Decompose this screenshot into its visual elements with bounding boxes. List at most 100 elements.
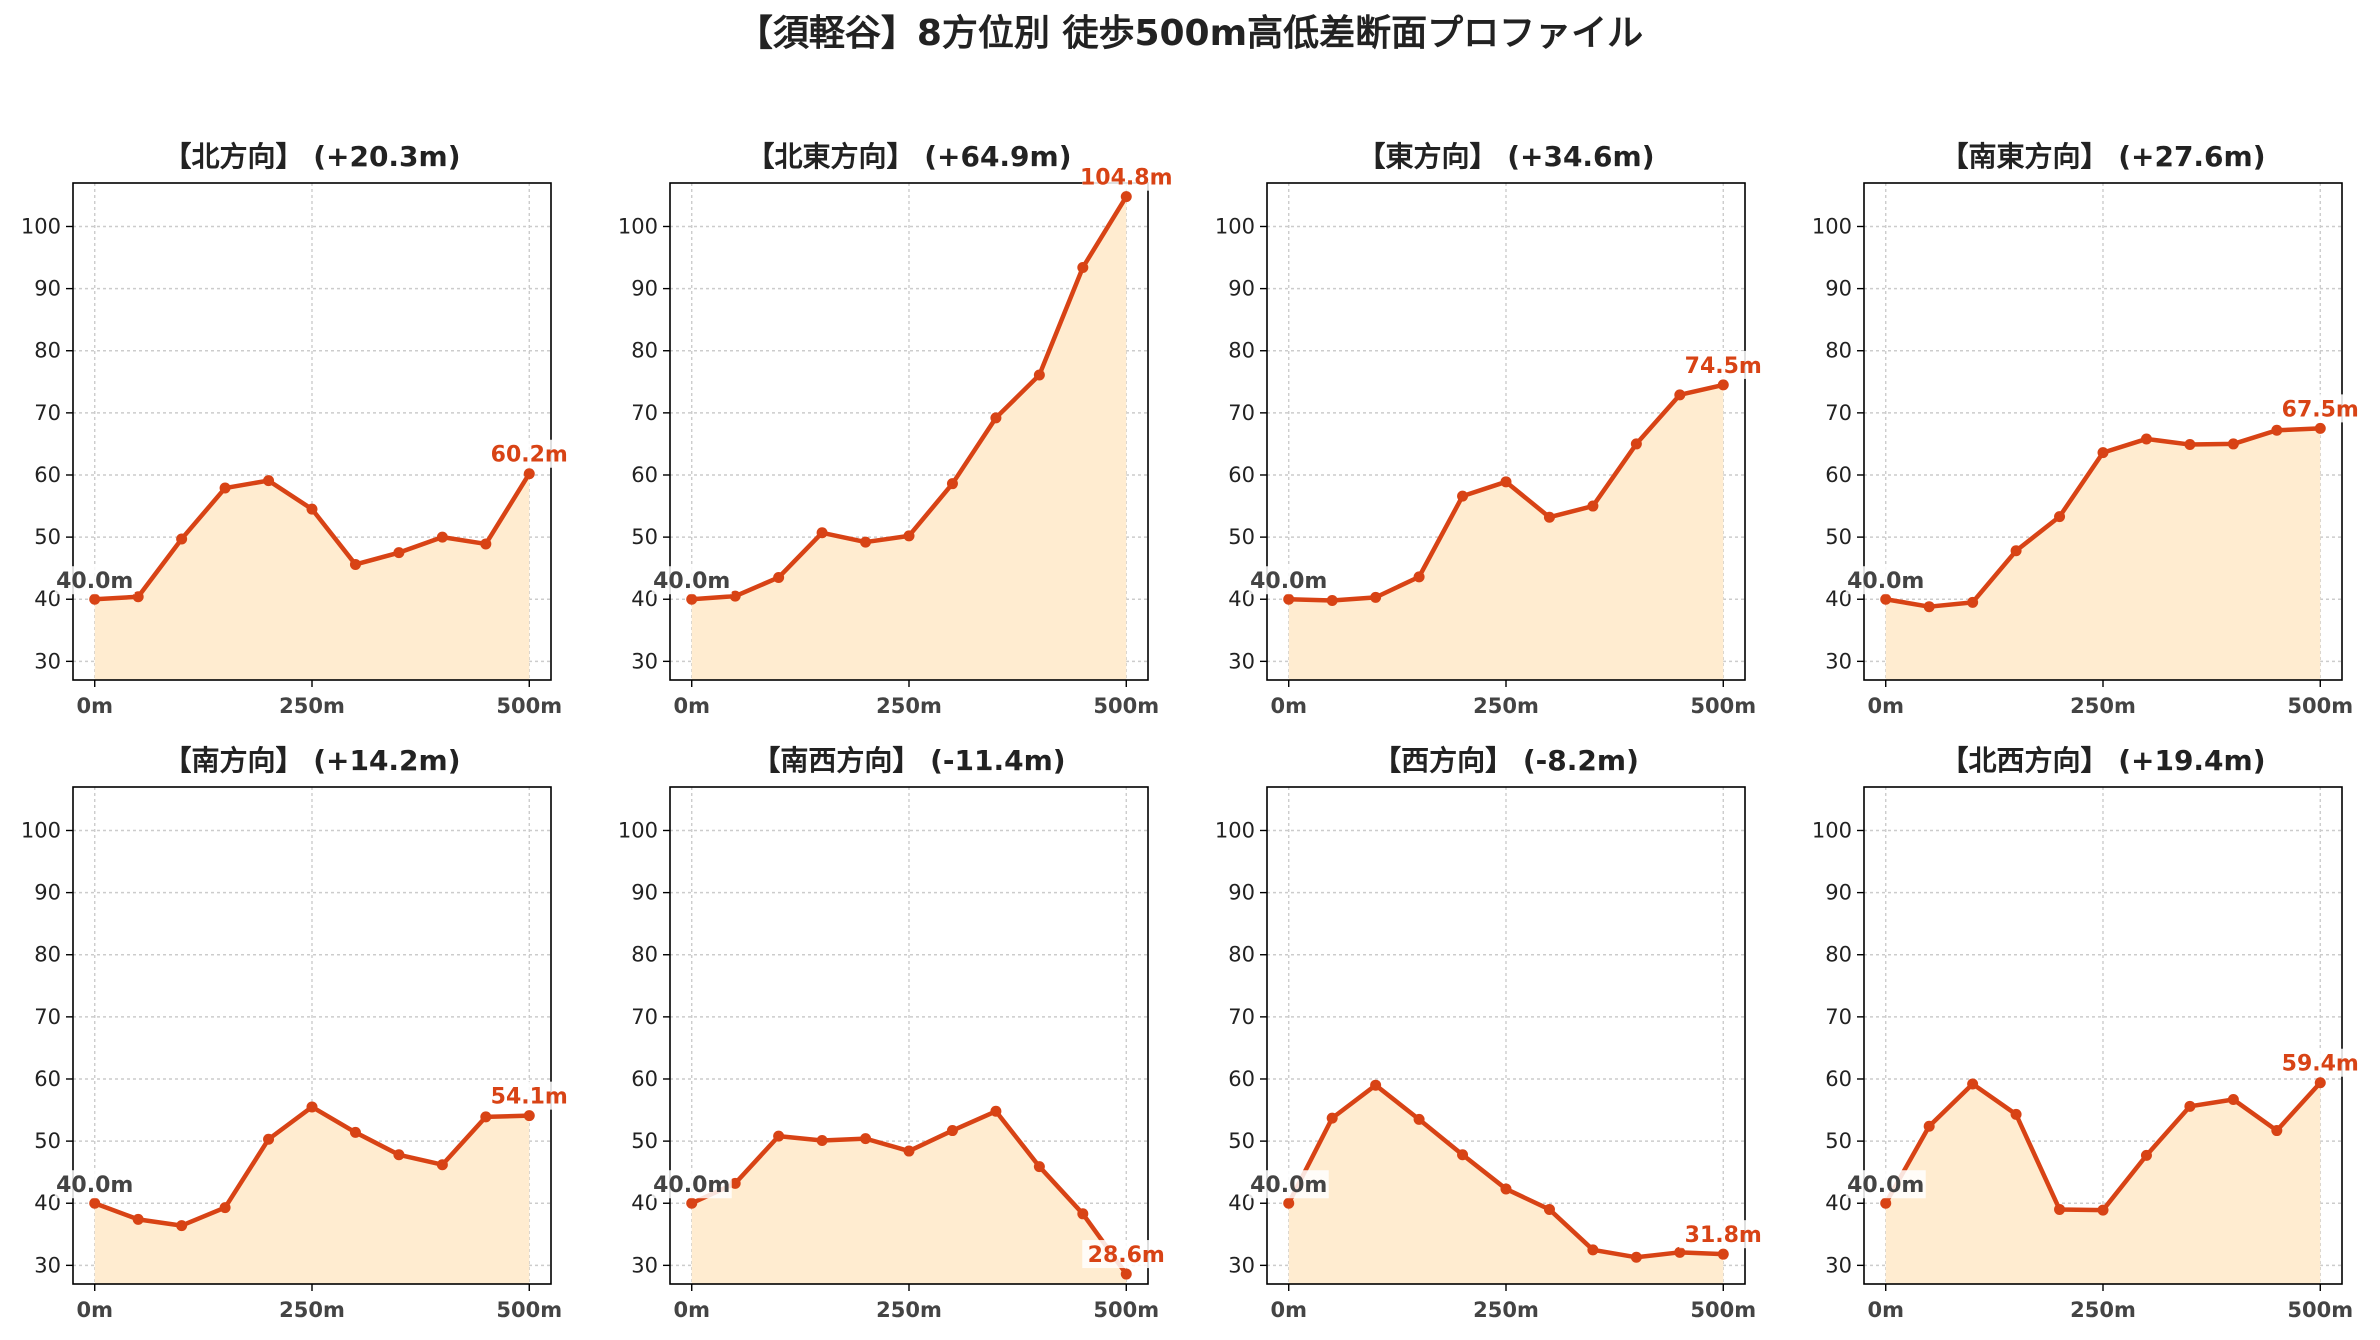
x-tick-label: 0m: [1270, 694, 1307, 718]
elevation-point: [1674, 389, 1686, 401]
panel-title: 【南西方向】 (-11.4m): [752, 744, 1065, 777]
figure-title: 【須軽谷】8方位別 徒歩500m高低差断面プロファイル: [737, 13, 1643, 54]
elevation-area: [94, 473, 530, 680]
y-tick-label: 30: [1228, 1253, 1255, 1277]
elevation-point: [773, 571, 785, 583]
y-tick-label: 100: [1215, 818, 1255, 842]
x-tick-label: 500m: [1690, 1298, 1756, 1322]
end-elevation-label: 31.8m: [1685, 1223, 1762, 1248]
elevation-point: [2271, 424, 2283, 436]
y-tick-label: 80: [631, 943, 658, 967]
start-elevation-label: 40.0m: [653, 1173, 730, 1198]
end-label-bg: [1679, 350, 1768, 379]
y-tick-label: 70: [1228, 1005, 1255, 1029]
end-elevation-label: 67.5m: [2282, 397, 2359, 422]
y-tick-label: 30: [34, 1253, 61, 1277]
y-tick-label: 90: [1228, 881, 1255, 905]
start-elevation-label: 40.0m: [1250, 569, 1327, 594]
y-tick-label: 70: [1825, 401, 1852, 425]
start-label-bg: [1248, 1170, 1329, 1199]
elevation-point: [89, 593, 101, 605]
start-label-bg: [54, 566, 135, 595]
elevation-point: [903, 1145, 915, 1157]
start-elevation-label: 40.0m: [56, 1173, 133, 1198]
panel-title: 【南東方向】 (+27.6m): [1940, 140, 2265, 173]
y-tick-label: 90: [1825, 277, 1852, 301]
x-tick-label: 250m: [279, 694, 345, 718]
elevation-point: [2010, 545, 2022, 557]
elevation-point: [1413, 1113, 1425, 1125]
elevation-point: [1500, 476, 1512, 488]
elevation-point: [89, 1197, 101, 1209]
y-tick-label: 100: [1812, 214, 1852, 238]
y-tick-label: 90: [1825, 881, 1852, 905]
x-tick-label: 500m: [2287, 1298, 2353, 1322]
y-tick-label: 50: [631, 525, 658, 549]
x-tick-label: 0m: [673, 694, 710, 718]
elevation-point: [2271, 1125, 2283, 1137]
y-tick-label: 70: [1228, 401, 1255, 425]
elevation-point: [1717, 1248, 1729, 1260]
elevation-point: [2140, 433, 2152, 445]
elevation-area: [691, 1111, 1127, 1284]
elevation-point: [393, 547, 405, 559]
elevation-point: [263, 475, 275, 487]
elevation-point: [1283, 1197, 1295, 1209]
elevation-area: [1885, 428, 2321, 680]
start-label-bg: [1248, 566, 1329, 595]
elevation-point: [1283, 593, 1295, 605]
elevation-point: [860, 1133, 872, 1145]
y-tick-label: 70: [1825, 1005, 1852, 1029]
y-tick-label: 60: [34, 463, 61, 487]
end-label-bg: [485, 439, 574, 468]
y-tick-label: 100: [618, 818, 658, 842]
y-tick-label: 30: [1228, 649, 1255, 673]
y-tick-label: 30: [34, 649, 61, 673]
panel-title: 【北方向】 (+20.3m): [163, 140, 460, 173]
end-label-bg: [485, 1081, 574, 1110]
y-tick-label: 90: [34, 277, 61, 301]
elevation-area: [1288, 384, 1724, 680]
y-tick-label: 50: [1228, 525, 1255, 549]
elevation-point: [2184, 439, 2196, 451]
x-tick-label: 0m: [673, 1298, 710, 1322]
elevation-point: [132, 1213, 144, 1225]
elevation-point: [2314, 1077, 2326, 1089]
y-tick-label: 90: [631, 277, 658, 301]
elevation-point: [219, 1202, 231, 1214]
elevation-point: [2054, 511, 2066, 523]
elevation-point: [1457, 1149, 1469, 1161]
y-tick-label: 60: [631, 1067, 658, 1091]
elevation-point: [2227, 1093, 2239, 1105]
elevation-point: [349, 1126, 361, 1138]
elevation-point: [686, 1197, 698, 1209]
y-tick-label: 70: [34, 1005, 61, 1029]
elevation-point: [393, 1149, 405, 1161]
elevation-point: [219, 482, 231, 494]
elevation-point: [1077, 261, 1089, 273]
elevation-point: [436, 1159, 448, 1171]
end-elevation-label: 104.8m: [1080, 166, 1173, 191]
start-label-bg: [54, 1170, 135, 1199]
elevation-point: [1370, 591, 1382, 603]
start-elevation-label: 40.0m: [1847, 569, 1924, 594]
start-elevation-label: 40.0m: [653, 569, 730, 594]
elevation-point: [1923, 601, 1935, 613]
y-tick-label: 60: [1228, 1067, 1255, 1091]
x-tick-label: 0m: [76, 1298, 113, 1322]
elevation-point: [2227, 438, 2239, 450]
start-label-bg: [1845, 566, 1926, 595]
elevation-point: [1077, 1208, 1089, 1220]
y-tick-label: 50: [1825, 525, 1852, 549]
y-tick-label: 70: [631, 1005, 658, 1029]
end-elevation-label: 60.2m: [491, 443, 568, 468]
elevation-point: [903, 530, 915, 542]
elevation-point: [1923, 1120, 1935, 1132]
elevation-point: [990, 412, 1002, 424]
elevation-point: [1587, 500, 1599, 512]
elevation-point: [2314, 422, 2326, 434]
elevation-point: [860, 536, 872, 548]
y-tick-label: 30: [1825, 649, 1852, 673]
panel-title: 【東方向】 (+34.6m): [1357, 140, 1654, 173]
start-label-bg: [1845, 1170, 1926, 1199]
